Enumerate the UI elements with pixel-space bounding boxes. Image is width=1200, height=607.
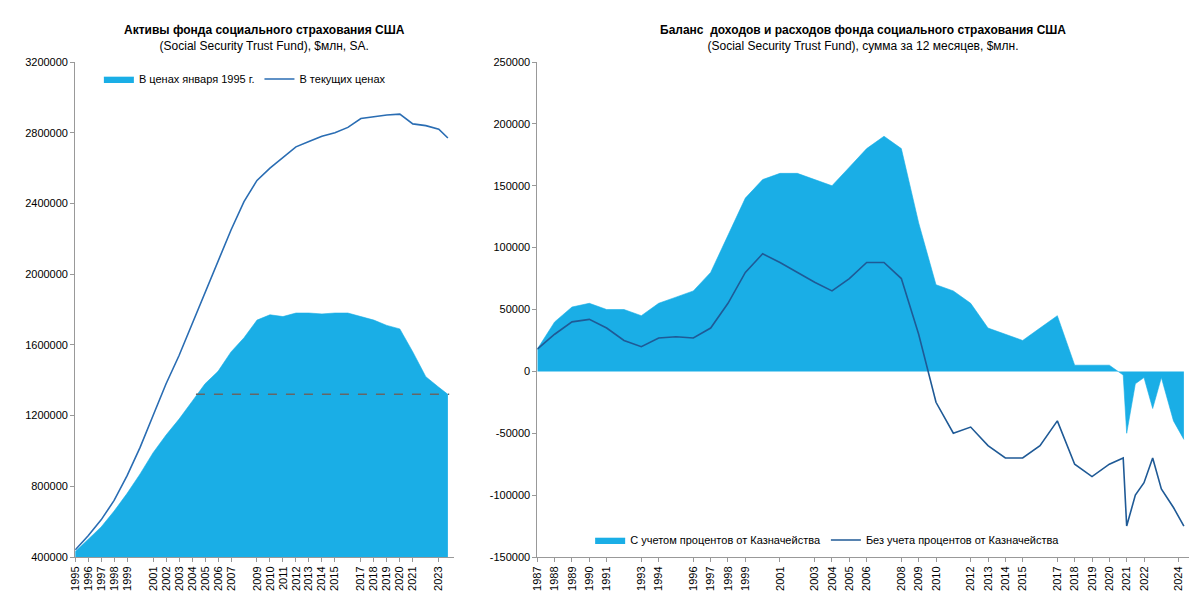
svg-text:2006: 2006 [860,566,872,590]
svg-text:2011: 2011 [277,566,289,590]
svg-text:2019: 2019 [380,566,392,590]
svg-text:1999: 1999 [121,566,133,590]
svg-text:1999: 1999 [739,566,751,590]
svg-text:2017: 2017 [1051,566,1063,590]
svg-text:1993: 1993 [635,566,647,590]
svg-text:-100000: -100000 [490,489,530,501]
svg-text:1996: 1996 [687,566,699,590]
svg-text:2001: 2001 [774,566,786,590]
svg-text:0: 0 [524,365,530,377]
svg-text:В текущих ценах: В текущих ценах [299,73,385,85]
svg-text:1997: 1997 [704,566,716,590]
svg-text:1994: 1994 [652,566,664,590]
svg-text:2023: 2023 [432,566,444,590]
svg-text:1995: 1995 [69,566,81,590]
svg-text:2018: 2018 [1068,566,1080,590]
svg-text:2001: 2001 [147,566,159,590]
svg-text:2012: 2012 [290,566,302,590]
svg-text:2008: 2008 [895,566,907,590]
svg-text:2015: 2015 [1016,566,1028,590]
svg-text:2014: 2014 [315,566,327,590]
svg-text:2015: 2015 [328,566,340,590]
svg-text:400000: 400000 [31,551,68,563]
svg-text:2004: 2004 [186,566,198,590]
svg-text:1991: 1991 [600,566,612,590]
svg-text:250000: 250000 [493,56,530,68]
svg-text:2003: 2003 [808,566,820,590]
svg-text:1996: 1996 [82,566,94,590]
svg-text:1998: 1998 [722,566,734,590]
svg-text:200000: 200000 [493,118,530,130]
svg-text:2014: 2014 [999,566,1011,590]
svg-text:Без учета процентов от Казначе: Без учета процентов от Казначейства [866,534,1059,546]
svg-text:2004: 2004 [826,566,838,590]
svg-text:2024: 2024 [1172,566,1184,590]
svg-text:2009: 2009 [912,566,924,590]
svg-text:1997: 1997 [95,566,107,590]
svg-text:2012: 2012 [964,566,976,590]
svg-text:2009: 2009 [251,566,263,590]
svg-text:2013: 2013 [303,566,315,590]
svg-text:2003: 2003 [173,566,185,590]
svg-text:2019: 2019 [1086,566,1098,590]
svg-text:2021: 2021 [1120,566,1132,590]
svg-text:2007: 2007 [225,566,237,590]
svg-text:3200000: 3200000 [25,56,68,68]
svg-text:2018: 2018 [367,566,379,590]
svg-text:2013: 2013 [982,566,994,590]
svg-text:1988: 1988 [548,566,560,590]
svg-text:Баланс доходов и расходов фон: Баланс доходов и расходов фонда социальн… [660,23,1066,53]
svg-text:2020: 2020 [393,566,405,590]
svg-text:С учетом процентов от Казначей: С учетом процентов от Казначейства [630,534,821,546]
svg-text:1989: 1989 [566,566,578,590]
svg-text:1990: 1990 [583,566,595,590]
svg-text:2006: 2006 [212,566,224,590]
svg-text:2000000: 2000000 [25,268,68,280]
svg-text:2005: 2005 [199,566,211,590]
svg-text:150000: 150000 [493,180,530,192]
svg-text:-150000: -150000 [490,551,530,563]
svg-text:2020: 2020 [1103,566,1115,590]
svg-text:-50000: -50000 [496,427,530,439]
svg-text:2800000: 2800000 [25,127,68,139]
svg-text:1600000: 1600000 [25,339,68,351]
svg-text:Активы фонда социального страх: Активы фонда социального страхования США… [124,23,405,53]
svg-text:2005: 2005 [843,566,855,590]
svg-text:2022: 2022 [1138,566,1150,590]
svg-text:100000: 100000 [493,241,530,253]
svg-text:2002: 2002 [160,566,172,590]
svg-text:1998: 1998 [108,566,120,590]
svg-text:1987: 1987 [531,566,543,590]
svg-text:2010: 2010 [264,566,276,590]
svg-text:800000: 800000 [31,480,68,492]
svg-text:2010: 2010 [930,566,942,590]
svg-text:2021: 2021 [406,566,418,590]
svg-text:1200000: 1200000 [25,409,68,421]
svg-text:2400000: 2400000 [25,197,68,209]
svg-text:В ценах января 1995 г.: В ценах января 1995 г. [139,73,255,85]
svg-text:2017: 2017 [354,566,366,590]
svg-text:50000: 50000 [500,303,531,315]
